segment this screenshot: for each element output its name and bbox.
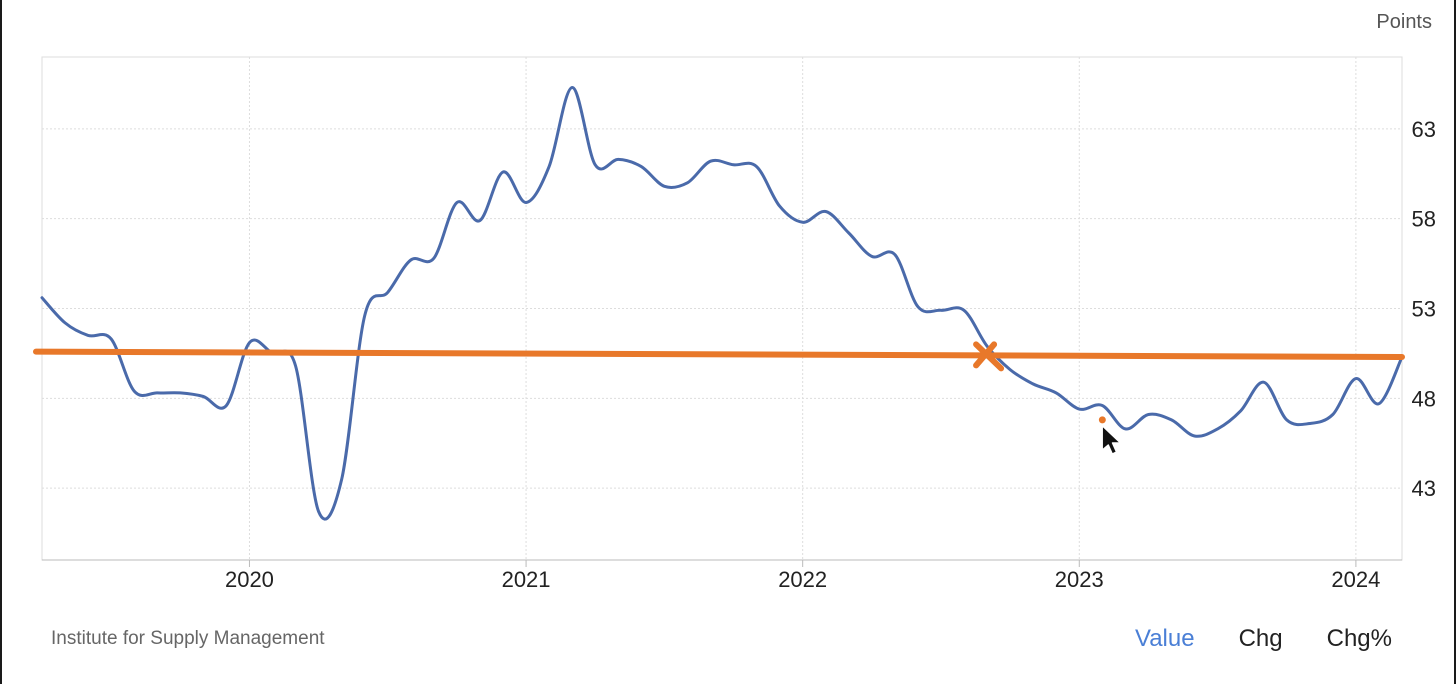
- x-mark-stroke: [973, 341, 998, 369]
- x-tick-label: 2021: [502, 567, 551, 592]
- tab-value[interactable]: Value: [1134, 625, 1195, 652]
- x-mark-stroke: [973, 341, 1005, 372]
- tab-chg-percent[interactable]: Chg%: [1326, 625, 1392, 652]
- x-tick-label: 2022: [778, 567, 827, 592]
- y-unit-label: Points: [1376, 11, 1432, 33]
- y-tick-label: 58: [1412, 207, 1436, 232]
- series-line: [40, 85, 1404, 521]
- y-tick-label: 63: [1412, 117, 1436, 142]
- x-tick-label: 2024: [1331, 567, 1380, 592]
- y-tick-label: 43: [1412, 476, 1436, 501]
- cursor-dot: [1098, 416, 1106, 424]
- y-tick-label: 48: [1412, 386, 1436, 411]
- annotation-layer: [33, 341, 1405, 455]
- grid: [41, 56, 1403, 561]
- y-tick-label: 53: [1412, 297, 1436, 322]
- value-tabs: Value Chg Chg%: [1135, 625, 1392, 653]
- tab-chg[interactable]: Chg: [1238, 625, 1283, 652]
- mouse-cursor-icon: [1101, 425, 1121, 455]
- series-layer: [40, 85, 1404, 521]
- axes: 43 48 53 58 63 2020 2021 2022 2023 2024: [42, 117, 1436, 592]
- source-label: Institute for Supply Management: [51, 628, 325, 649]
- x-tick-label: 2020: [225, 567, 274, 592]
- threshold-line: [33, 348, 1405, 361]
- x-tick-label: 2023: [1055, 567, 1104, 592]
